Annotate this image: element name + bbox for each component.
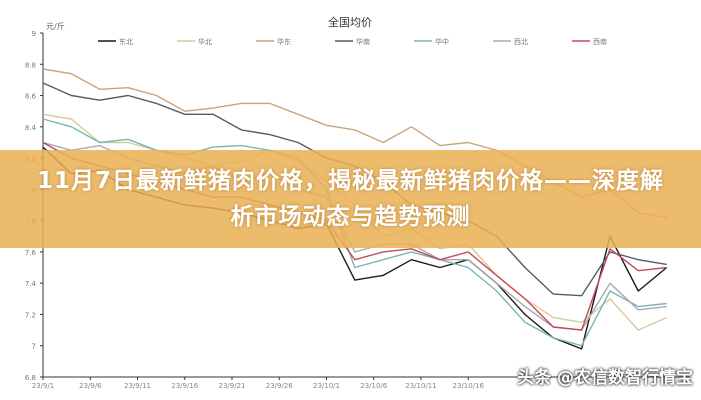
y-tick-label: 6.8 xyxy=(25,374,36,382)
x-tick-label: 23/9/6 xyxy=(79,382,102,390)
y-tick-label: 7 xyxy=(32,343,36,351)
x-tick-label: 23/9/16 xyxy=(171,382,199,390)
y-tick-label: 7.4 xyxy=(25,280,37,288)
y-tick-label: 7.2 xyxy=(25,311,36,319)
chart-title: 全国均价 xyxy=(328,15,372,29)
x-tick-label: 23/10/6 xyxy=(360,382,388,390)
headline-text: 11月7日最新鲜猪肉价格，揭秘最新鲜猪肉价格——深度解析市场动态与趋势预测 xyxy=(36,168,664,230)
x-tick-label: 23/10/1 xyxy=(313,382,340,390)
y-tick-label: 9 xyxy=(32,30,36,38)
series-line-华中 xyxy=(42,118,667,347)
x-tick-label: 23/10/11 xyxy=(405,382,436,390)
x-tick-label: 23/10/16 xyxy=(453,382,485,390)
x-tick-label: 23/9/26 xyxy=(266,382,294,390)
legend-label: 华南 xyxy=(356,37,370,46)
x-tick-label: 23/9/21 xyxy=(219,382,246,390)
y-tick-label: 7.6 xyxy=(25,249,37,257)
y-tick-label: 8.8 xyxy=(25,61,36,69)
x-tick-label: 23/9/11 xyxy=(124,382,151,390)
y-tick-label: 8.6 xyxy=(25,93,37,101)
legend-label: 华东 xyxy=(277,37,291,46)
x-tick-label: 23/9/1 xyxy=(32,382,55,390)
y-axis-label: 元/斤 xyxy=(46,21,65,31)
legend-label: 华北 xyxy=(198,37,212,46)
headline-banner: 11月7日最新鲜猪肉价格，揭秘最新鲜猪肉价格——深度解析市场动态与趋势预测 xyxy=(0,150,701,248)
legend-label: 华中 xyxy=(435,37,449,46)
y-tick-label: 8.4 xyxy=(25,124,37,132)
watermark: 头条 @农信数智行情宝 xyxy=(517,368,693,388)
legend-label: 西南 xyxy=(593,37,607,46)
legend-label: 东北 xyxy=(119,37,133,46)
legend-label: 西北 xyxy=(514,38,528,46)
